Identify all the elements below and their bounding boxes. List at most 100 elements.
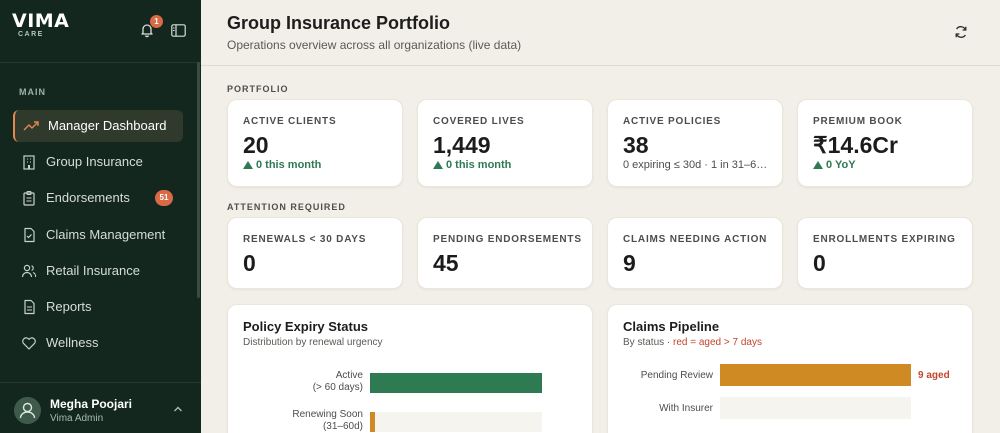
card-value: ₹14.6Cr: [813, 132, 898, 158]
clipboard-icon: [23, 190, 35, 206]
bar-label-line: (> 60 days): [312, 382, 363, 393]
bar-label: Renewing Soon (31–60d): [263, 409, 363, 433]
card-value: 45: [433, 250, 459, 276]
bar-track: [720, 397, 911, 419]
page-subtitle: Operations overview across all organizat…: [227, 38, 522, 52]
trend-up-arrow-icon: [433, 161, 443, 169]
bar-fill-renewing-soon[interactable]: [370, 412, 376, 432]
user-divider: [0, 382, 201, 383]
bar-track: [720, 364, 911, 386]
card-value: 1,449: [433, 132, 491, 158]
card-label: PREMIUM BOOK: [813, 116, 903, 127]
bar-label-line: (31–60d): [322, 421, 363, 432]
trend-up-arrow-icon: [243, 161, 253, 169]
card-value: 38: [623, 132, 649, 158]
active-policies-card[interactable]: ACTIVE POLICIES 38 0 expiring ≤ 30d · 1 …: [607, 99, 783, 187]
bar-fill-pending-review[interactable]: [720, 364, 911, 386]
endorsements-count-badge: 51: [155, 190, 173, 206]
sidebar-item-label: Manager Dashboard: [48, 118, 167, 133]
sidebar-toggle-icon[interactable]: [171, 24, 186, 37]
brand-name: VIMA: [12, 10, 70, 32]
sidebar-item-label: Reports: [46, 299, 92, 314]
sidebar-item-label: Claims Management: [46, 227, 166, 242]
enrollments-expiring-card[interactable]: ENROLLMENTS EXPIRING 0: [797, 217, 973, 289]
avatar[interactable]: [14, 397, 41, 424]
panel-subtitle: Distribution by renewal urgency: [243, 337, 383, 348]
card-label: ACTIVE CLIENTS: [243, 116, 337, 127]
sidebar-item-label: Group Insurance: [46, 154, 143, 169]
notification-badge: 1: [150, 15, 163, 28]
card-label: RENEWALS < 30 DAYS: [243, 234, 367, 245]
card-trend: 0 YoY: [813, 159, 856, 171]
trend-up-icon: [23, 121, 39, 131]
sidebar-item-claims-management[interactable]: Claims Management: [13, 219, 183, 251]
sidebar-item-label: Endorsements: [46, 190, 130, 205]
claims-needing-action-card[interactable]: CLAIMS NEEDING ACTION 9: [607, 217, 783, 289]
nav-section-label: MAIN: [19, 87, 46, 97]
card-trend-text: 0 this month: [256, 159, 322, 171]
card-trend: 0 this month: [433, 159, 511, 171]
heart-icon: [22, 337, 36, 350]
pending-endorsements-card[interactable]: PENDING ENDORSEMENTS 45: [417, 217, 593, 289]
sidebar-item-endorsements[interactable]: Endorsements 51: [13, 182, 183, 214]
card-value: 9: [623, 250, 636, 276]
document-icon: [24, 227, 35, 243]
portfolio-section-label: PORTFOLIO: [227, 84, 289, 94]
card-subtext: 0 expiring ≤ 30d · 1 in 31–6…: [623, 159, 768, 171]
report-icon: [24, 299, 35, 315]
sidebar-item-wellness[interactable]: Wellness: [13, 327, 183, 359]
bell-icon[interactable]: [139, 22, 155, 38]
card-label: COVERED LIVES: [433, 116, 525, 127]
sidebar-item-retail-insurance[interactable]: Retail Insurance: [13, 255, 183, 287]
bar-fill-active[interactable]: [370, 373, 542, 393]
panel-subtitle-prefix: By status ·: [623, 337, 674, 348]
covered-lives-card[interactable]: COVERED LIVES 1,449 0 this month: [417, 99, 593, 187]
attention-section-label: ATTENTION REQUIRED: [227, 202, 346, 212]
sidebar-scrollbar[interactable]: [197, 62, 200, 298]
card-trend: 0 this month: [243, 159, 321, 171]
chevron-up-icon[interactable]: [172, 404, 184, 414]
bar-label: With Insurer: [659, 403, 713, 414]
user-name[interactable]: Megha Poojari: [50, 397, 133, 411]
bar-label: Active (> 60 days): [263, 370, 363, 394]
main-content: Group Insurance Portfolio Operations ove…: [201, 0, 1000, 433]
card-value: 20: [243, 132, 269, 158]
card-label: ENROLLMENTS EXPIRING: [813, 234, 956, 245]
users-icon: [21, 264, 37, 278]
card-value: 0: [243, 250, 256, 276]
sidebar: VIMA CARE 1 MAIN Manager Dashboard Group…: [0, 0, 201, 433]
bar-label-line: Active: [335, 370, 363, 381]
brand-logo[interactable]: VIMA: [12, 10, 69, 32]
renewals-card[interactable]: RENEWALS < 30 DAYS 0: [227, 217, 403, 289]
user-role: Vima Admin: [50, 413, 104, 424]
building-icon: [23, 155, 35, 170]
refresh-icon[interactable]: [954, 25, 968, 39]
page-title: Group Insurance Portfolio: [227, 13, 451, 33]
panel-title: Claims Pipeline: [623, 319, 720, 334]
bar-track: [370, 412, 542, 432]
sidebar-item-group-insurance[interactable]: Group Insurance: [13, 146, 183, 178]
sidebar-item-label: Wellness: [46, 335, 99, 350]
page-header: Group Insurance Portfolio Operations ove…: [201, 0, 1000, 66]
active-clients-card[interactable]: ACTIVE CLIENTS 20 0 this month: [227, 99, 403, 187]
bar-label-line: Renewing Soon: [292, 409, 363, 420]
card-trend-text: 0 this month: [446, 159, 512, 171]
trend-up-arrow-icon: [813, 161, 823, 169]
card-label: CLAIMS NEEDING ACTION: [623, 234, 768, 245]
card-trend-text: 0 YoY: [826, 159, 856, 171]
sidebar-item-label: Retail Insurance: [46, 263, 140, 278]
policy-expiry-panel: Policy Expiry Status Distribution by ren…: [227, 304, 593, 433]
sidebar-item-manager-dashboard[interactable]: Manager Dashboard: [13, 110, 183, 142]
bar-label: Pending Review: [640, 370, 713, 381]
premium-book-card[interactable]: PREMIUM BOOK ₹14.6Cr 0 YoY: [797, 99, 973, 187]
panel-subtitle-legend: red = aged > 7 days: [673, 337, 762, 348]
sidebar-divider: [0, 62, 201, 63]
sidebar-item-reports[interactable]: Reports: [13, 291, 183, 323]
card-label: ACTIVE POLICIES: [623, 116, 722, 127]
card-label: PENDING ENDORSEMENTS: [433, 234, 582, 245]
panel-title: Policy Expiry Status: [243, 319, 368, 334]
panel-subtitle: By status · red = aged > 7 days: [623, 337, 762, 348]
bar-track: [370, 373, 542, 393]
brand-subtitle: CARE: [18, 31, 44, 38]
claims-pipeline-panel: Claims Pipeline By status · red = aged >…: [607, 304, 973, 433]
